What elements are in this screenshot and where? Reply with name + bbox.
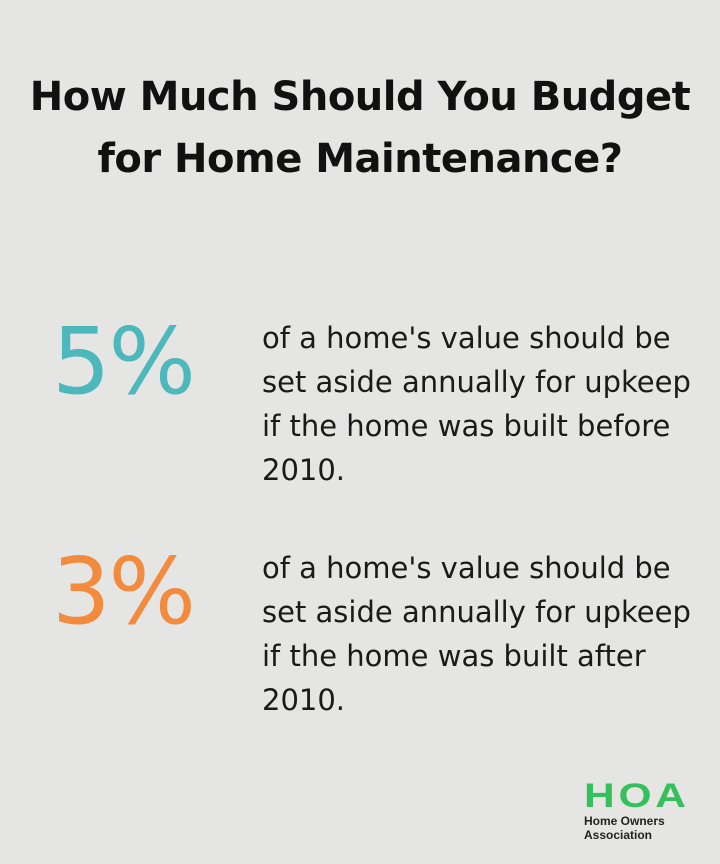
page-title: How Much Should You Budget for Home Main…: [29, 74, 691, 182]
logo-line-1: Home Owners: [584, 814, 665, 828]
stat-before-2010: 5% of a home's value should be set aside…: [0, 316, 720, 496]
stat-description: of a home's value should be set aside an…: [262, 551, 691, 717]
stat-after-2010: 3% of a home's value should be set aside…: [0, 546, 720, 726]
stat-description: of a home's value should be set aside an…: [262, 321, 691, 487]
stat-value: 5%: [52, 308, 196, 415]
hoa-logo: HOA Home Owners Association: [584, 779, 686, 842]
logo-line-2: Association: [584, 828, 653, 842]
stat-value: 3%: [52, 538, 196, 645]
logo-mark: HOA: [584, 777, 690, 815]
